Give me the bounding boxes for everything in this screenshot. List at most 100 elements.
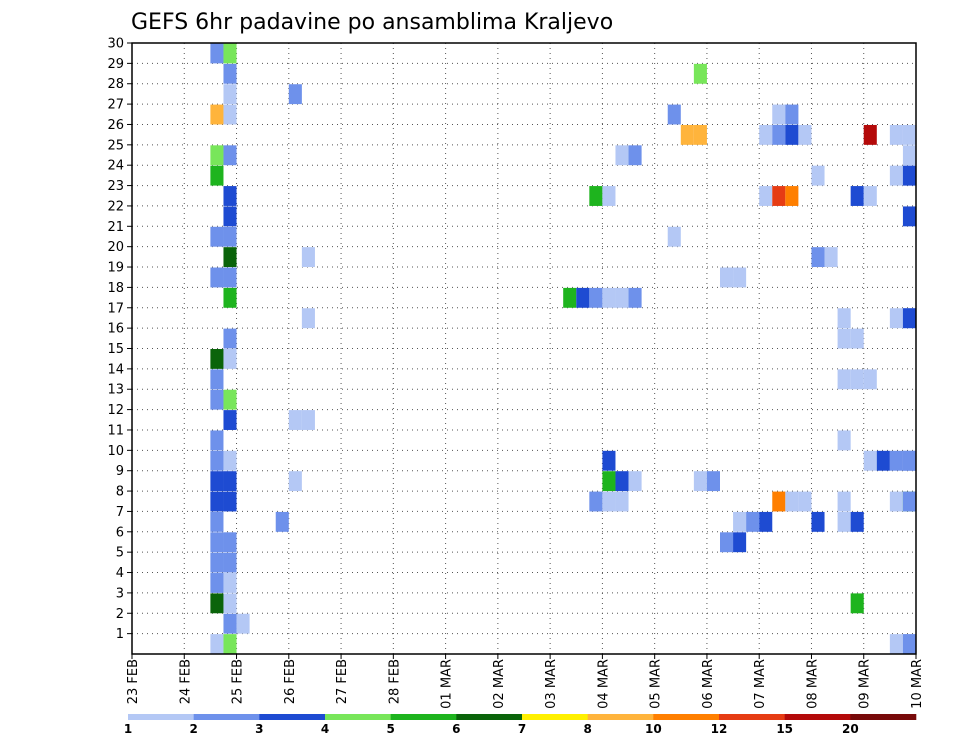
y-tick-label: 22	[107, 199, 124, 214]
legend-swatch	[784, 714, 851, 720]
precip-cell	[785, 186, 799, 206]
precip-cell	[798, 124, 812, 145]
precip-cell	[223, 613, 237, 634]
x-tick-label: 27 FEB	[335, 659, 350, 704]
legend-label: 7	[518, 722, 526, 736]
precip-cell	[223, 450, 237, 471]
precip-cell	[210, 511, 224, 532]
precip-cell	[223, 471, 237, 492]
x-tick-label: 23 FEB	[126, 659, 141, 704]
y-tick-label: 28	[107, 77, 124, 92]
legend-swatch	[850, 714, 917, 720]
y-tick-label: 14	[107, 362, 124, 377]
x-tick-label: 06 MAR	[701, 659, 716, 709]
precip-cell	[210, 552, 224, 573]
y-tick-label: 8	[116, 485, 124, 500]
precip-cell	[589, 287, 603, 308]
precip-cell	[693, 471, 707, 492]
precip-cell	[759, 511, 773, 532]
precip-cell	[210, 104, 224, 125]
precip-cell	[589, 491, 603, 512]
precip-cell	[863, 186, 877, 206]
precip-cell	[850, 511, 864, 532]
precip-cell	[759, 124, 773, 145]
y-tick-label: 20	[107, 240, 124, 255]
y-tick-label: 17	[107, 301, 124, 316]
y-tick-label: 4	[116, 566, 124, 581]
color-legend: 1 2 3 4 5 6 7 8 10 12 15 20	[124, 714, 917, 736]
precip-cell	[772, 491, 786, 512]
precip-cell	[902, 206, 916, 227]
y-tick-label: 21	[107, 220, 124, 235]
precip-cell	[837, 308, 851, 329]
legend-label: 1	[124, 722, 132, 736]
precip-cell	[902, 634, 916, 654]
precip-cell	[223, 145, 237, 166]
precip-cell	[889, 634, 903, 654]
y-tick-label: 3	[116, 586, 124, 601]
precip-cell	[210, 491, 224, 512]
y-tick-label: 25	[107, 138, 124, 153]
legend-swatch	[128, 714, 194, 720]
y-tick-label: 13	[107, 383, 124, 398]
y-tick-label: 6	[116, 525, 124, 540]
precip-cell	[210, 593, 224, 614]
precip-cell	[863, 124, 877, 145]
legend-label: 6	[452, 722, 460, 736]
precip-cell	[628, 287, 642, 308]
precip-cell	[210, 267, 224, 288]
precip-cell	[811, 165, 825, 186]
y-tick-label: 1	[116, 627, 124, 642]
precip-cell	[772, 186, 786, 206]
precip-cell	[902, 145, 916, 166]
precip-cell	[785, 104, 799, 125]
precip-cell	[837, 511, 851, 532]
y-axis: 1234567891011121314151617181920212223242…	[107, 37, 132, 642]
precip-cell	[720, 532, 734, 553]
precip-cell	[288, 471, 302, 492]
y-tick-label: 9	[116, 464, 124, 479]
precip-cell	[850, 186, 864, 206]
y-tick-label: 26	[107, 118, 124, 133]
precip-cell	[889, 124, 903, 145]
precip-cell	[733, 267, 747, 288]
legend-swatch	[587, 714, 654, 720]
precip-cell	[301, 308, 315, 329]
precip-cell	[902, 165, 916, 186]
precip-cell	[223, 573, 237, 593]
x-tick-label: 10 MAR	[910, 659, 925, 709]
precip-cell	[223, 43, 237, 64]
precip-cell	[210, 430, 224, 451]
precipitation-cells	[210, 43, 916, 654]
precip-cell	[210, 349, 224, 369]
x-tick-label: 01 MAR	[440, 659, 455, 709]
precip-cell	[210, 389, 224, 410]
precip-cell	[902, 450, 916, 471]
precip-cell	[223, 84, 237, 105]
precip-cell	[223, 267, 237, 288]
y-tick-label: 15	[107, 342, 124, 357]
precip-cell	[210, 471, 224, 492]
legend-swatch	[522, 714, 588, 720]
precip-cell	[902, 491, 916, 512]
precip-cell	[223, 104, 237, 125]
y-tick-label: 29	[107, 57, 124, 72]
precip-cell	[602, 471, 616, 492]
precip-cell	[798, 491, 812, 512]
precip-cell	[576, 287, 590, 308]
precip-cell	[223, 532, 237, 553]
precip-cell	[615, 287, 629, 308]
x-tick-label: 24 FEB	[178, 659, 193, 704]
precip-cell	[811, 511, 825, 532]
precip-cell	[223, 186, 237, 206]
precip-cell	[589, 186, 603, 206]
precip-cell	[850, 328, 864, 349]
precip-cell	[759, 186, 773, 206]
y-tick-label: 10	[107, 444, 124, 459]
precip-cell	[223, 552, 237, 573]
precip-cell	[236, 613, 250, 634]
legend-swatch	[193, 714, 260, 720]
precip-cell	[223, 389, 237, 410]
precip-cell	[275, 511, 289, 532]
precip-cell	[680, 124, 694, 145]
